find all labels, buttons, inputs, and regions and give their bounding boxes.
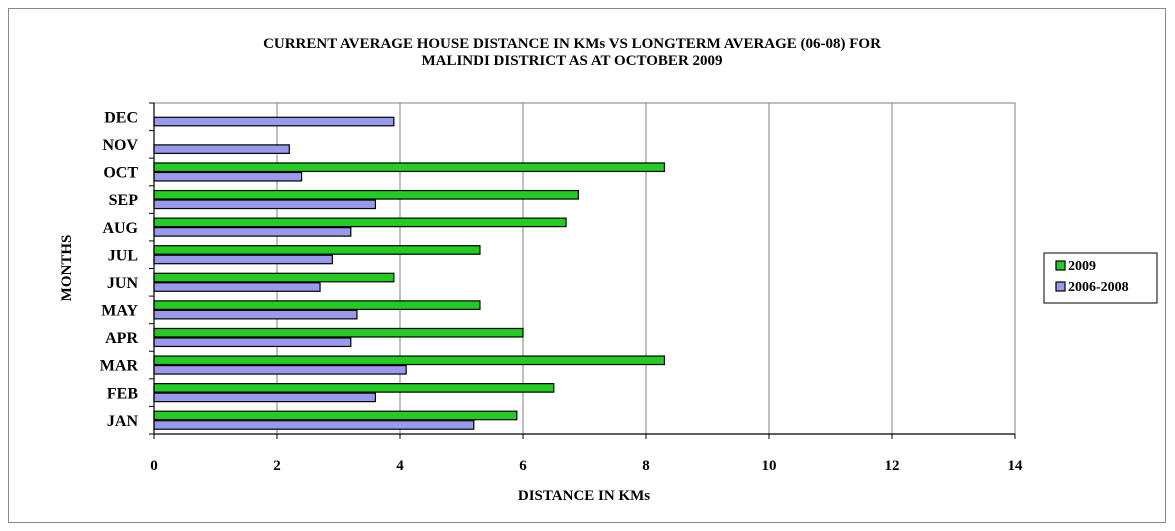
bar-longterm-mar bbox=[153, 364, 407, 375]
x-tick-label: 14 bbox=[1008, 458, 1024, 474]
legend: 2009 2006-2008 bbox=[1043, 252, 1158, 304]
gridlines bbox=[276, 103, 893, 434]
y-axis: JAN FEB MAR APR MAY JUN JUL AUG SEP OCT NOV DEC bbox=[100, 102, 155, 435]
bar-longterm-may bbox=[153, 309, 358, 320]
y-category-label: SEP bbox=[109, 192, 139, 209]
y-category-label: OCT bbox=[103, 165, 138, 182]
bar-current-aug bbox=[153, 217, 567, 228]
legend-swatch bbox=[1055, 260, 1066, 271]
x-tick-label: 2 bbox=[273, 458, 281, 474]
y-category-label: MAY bbox=[101, 303, 138, 320]
y-axis-title: MONTHS bbox=[59, 235, 75, 302]
x-tick-label: 8 bbox=[642, 458, 650, 474]
bar-longterm-jul bbox=[153, 254, 333, 265]
bar-longterm-apr bbox=[153, 337, 352, 348]
bar-longterm-jun bbox=[153, 282, 321, 292]
bars bbox=[153, 116, 666, 430]
x-tick-label: 12 bbox=[885, 458, 900, 474]
chart-title: CURRENT AVERAGE HOUSE DISTANCE IN KMs VS… bbox=[263, 36, 881, 69]
bar-current-apr bbox=[153, 327, 524, 338]
bar-longterm-dec bbox=[153, 116, 395, 127]
bar-longterm-feb bbox=[153, 392, 376, 403]
y-category-label: AUG bbox=[102, 220, 138, 237]
y-category-label: JUN bbox=[107, 275, 139, 292]
x-tick-label: 10 bbox=[762, 458, 777, 474]
y-category-label: APR bbox=[105, 330, 138, 347]
bar-longterm-sep bbox=[153, 199, 376, 210]
legend-label: 2006-2008 bbox=[1068, 280, 1129, 295]
y-category-label: JAN bbox=[107, 413, 139, 430]
bar-longterm-aug bbox=[153, 227, 352, 237]
x-axis: 0 2 4 6 8 10 12 14 bbox=[150, 433, 1024, 474]
chart-title-line-1: CURRENT AVERAGE HOUSE DISTANCE IN KMs VS… bbox=[263, 36, 881, 52]
bar-longterm-jan bbox=[153, 420, 475, 430]
x-axis-title: DISTANCE IN KMs bbox=[518, 488, 650, 504]
x-tick-label: 6 bbox=[519, 458, 527, 474]
bar-current-jun bbox=[153, 272, 395, 283]
y-category-label: NOV bbox=[102, 137, 138, 154]
y-category-label: FEB bbox=[107, 385, 138, 402]
x-tick-label: 0 bbox=[150, 458, 158, 474]
legend-label: 2009 bbox=[1068, 259, 1096, 274]
bar-longterm-oct bbox=[153, 171, 303, 182]
x-tick-label: 4 bbox=[396, 458, 404, 474]
bar-current-jul bbox=[153, 245, 481, 255]
bar-longterm-nov bbox=[153, 144, 290, 154]
bar-current-jan bbox=[153, 410, 518, 421]
bar-current-feb bbox=[153, 383, 555, 393]
y-category-label: JUL bbox=[108, 247, 138, 264]
chart-title-line-2: MALINDI DISTRICT AS AT OCTOBER 2009 bbox=[421, 53, 722, 69]
bar-current-oct bbox=[153, 162, 666, 173]
y-category-label: MAR bbox=[100, 358, 139, 375]
bar-current-mar bbox=[153, 355, 666, 366]
bar-current-sep bbox=[153, 189, 579, 200]
y-category-label: DEC bbox=[104, 109, 138, 126]
chart-frame bbox=[8, 8, 1166, 523]
legend-swatch bbox=[1055, 281, 1066, 292]
bar-current-may bbox=[153, 300, 481, 310]
